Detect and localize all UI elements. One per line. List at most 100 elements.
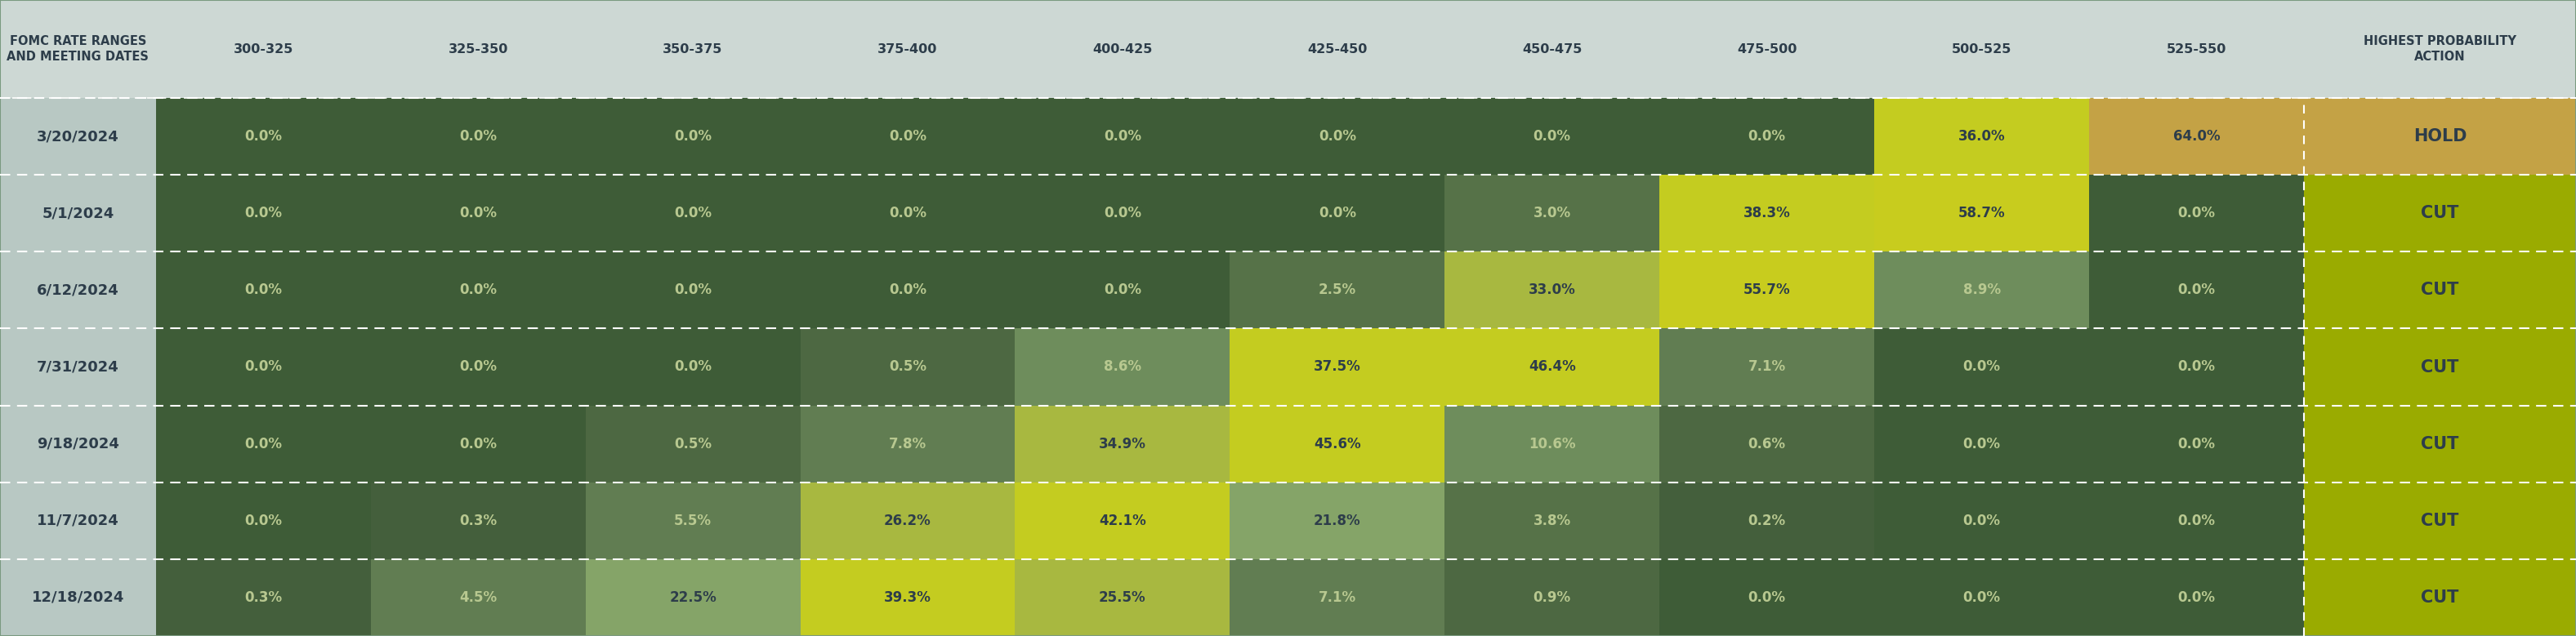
- Text: 0.0%: 0.0%: [2177, 206, 2215, 221]
- Text: 475-500: 475-500: [1736, 43, 1798, 55]
- Bar: [1875, 482, 2089, 559]
- Text: 300-325: 300-325: [234, 43, 294, 55]
- Bar: [0, 482, 155, 559]
- Bar: [2303, 329, 2576, 405]
- Bar: [0, 252, 155, 329]
- Bar: [371, 175, 585, 252]
- Text: 0.0%: 0.0%: [2177, 436, 2215, 451]
- Bar: [801, 329, 1015, 405]
- Bar: [1445, 405, 1659, 482]
- Bar: [1659, 405, 1875, 482]
- Text: 400-425: 400-425: [1092, 43, 1151, 55]
- Bar: [801, 482, 1015, 559]
- Text: 9/18/2024: 9/18/2024: [36, 436, 118, 451]
- Text: 2.5%: 2.5%: [1319, 283, 1355, 298]
- Text: 350-375: 350-375: [662, 43, 724, 55]
- Bar: [2089, 98, 2303, 175]
- Text: 0.0%: 0.0%: [459, 283, 497, 298]
- Bar: [0, 329, 155, 405]
- Bar: [1875, 405, 2089, 482]
- Text: 0.0%: 0.0%: [245, 129, 281, 144]
- Bar: [371, 0, 585, 98]
- Bar: [1875, 98, 2089, 175]
- Bar: [1445, 98, 1659, 175]
- Bar: [2089, 482, 2303, 559]
- Text: 375-400: 375-400: [878, 43, 938, 55]
- Bar: [585, 405, 801, 482]
- Bar: [2303, 98, 2576, 175]
- Text: 425-450: 425-450: [1306, 43, 1368, 55]
- Text: 0.0%: 0.0%: [889, 206, 927, 221]
- Bar: [1229, 405, 1445, 482]
- Text: 0.0%: 0.0%: [1103, 206, 1141, 221]
- Text: 0.0%: 0.0%: [459, 129, 497, 144]
- Bar: [1659, 559, 1875, 636]
- Text: 3.0%: 3.0%: [1533, 206, 1571, 221]
- Text: 0.0%: 0.0%: [1103, 283, 1141, 298]
- Text: 525-550: 525-550: [2166, 43, 2226, 55]
- Text: 0.0%: 0.0%: [245, 283, 281, 298]
- Text: 10.6%: 10.6%: [1528, 436, 1577, 451]
- Text: 0.0%: 0.0%: [1963, 436, 2002, 451]
- Bar: [1445, 482, 1659, 559]
- Text: 46.4%: 46.4%: [1528, 359, 1577, 375]
- Bar: [155, 405, 371, 482]
- Text: 58.7%: 58.7%: [1958, 206, 2004, 221]
- Text: 7/31/2024: 7/31/2024: [36, 359, 118, 375]
- Text: 0.0%: 0.0%: [1963, 590, 2002, 605]
- Bar: [155, 175, 371, 252]
- Text: 3/20/2024: 3/20/2024: [36, 129, 118, 144]
- Bar: [0, 559, 155, 636]
- Bar: [2089, 559, 2303, 636]
- Bar: [371, 98, 585, 175]
- Bar: [155, 252, 371, 329]
- Text: 3.8%: 3.8%: [1533, 513, 1571, 528]
- Text: 12/18/2024: 12/18/2024: [31, 590, 124, 605]
- Text: 0.0%: 0.0%: [675, 129, 711, 144]
- Text: 0.9%: 0.9%: [1533, 590, 1571, 605]
- Text: 0.2%: 0.2%: [1749, 513, 1785, 528]
- Bar: [2089, 405, 2303, 482]
- Bar: [585, 98, 801, 175]
- Bar: [2089, 252, 2303, 329]
- Text: 0.0%: 0.0%: [1749, 129, 1785, 144]
- Text: 450-475: 450-475: [1522, 43, 1582, 55]
- Bar: [1445, 329, 1659, 405]
- Bar: [1659, 329, 1875, 405]
- Bar: [585, 559, 801, 636]
- Bar: [801, 0, 1015, 98]
- Text: 0.0%: 0.0%: [1319, 206, 1355, 221]
- Text: 25.5%: 25.5%: [1100, 590, 1146, 605]
- Text: 0.0%: 0.0%: [675, 283, 711, 298]
- Bar: [1015, 175, 1229, 252]
- Text: 0.0%: 0.0%: [1319, 129, 1355, 144]
- Bar: [1015, 405, 1229, 482]
- Text: HOLD: HOLD: [2414, 128, 2468, 144]
- Text: 21.8%: 21.8%: [1314, 513, 1360, 528]
- Bar: [1229, 559, 1445, 636]
- Text: 6/12/2024: 6/12/2024: [36, 283, 118, 298]
- Bar: [1015, 329, 1229, 405]
- Bar: [155, 559, 371, 636]
- Bar: [2303, 252, 2576, 329]
- Text: 33.0%: 33.0%: [1528, 283, 1577, 298]
- Bar: [1445, 175, 1659, 252]
- Text: 0.0%: 0.0%: [1963, 513, 2002, 528]
- Bar: [1015, 559, 1229, 636]
- Bar: [1875, 329, 2089, 405]
- Bar: [1659, 175, 1875, 252]
- Bar: [585, 482, 801, 559]
- Bar: [1659, 252, 1875, 329]
- Bar: [371, 405, 585, 482]
- Bar: [2303, 482, 2576, 559]
- Text: 0.3%: 0.3%: [459, 513, 497, 528]
- Bar: [1875, 175, 2089, 252]
- Bar: [1875, 559, 2089, 636]
- Text: 0.0%: 0.0%: [889, 129, 927, 144]
- Bar: [801, 252, 1015, 329]
- Text: HIGHEST PROBABILITY
ACTION: HIGHEST PROBABILITY ACTION: [2365, 35, 2517, 63]
- Text: 7.8%: 7.8%: [889, 436, 927, 451]
- Text: 39.3%: 39.3%: [884, 590, 933, 605]
- Bar: [1445, 559, 1659, 636]
- Bar: [1875, 252, 2089, 329]
